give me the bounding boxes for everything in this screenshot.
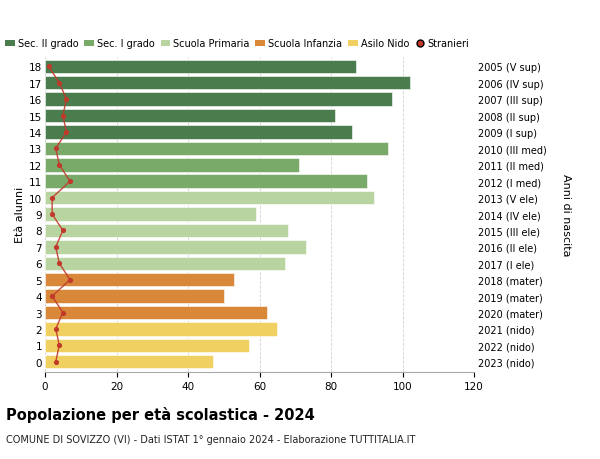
Bar bbox=[45, 339, 249, 353]
Point bbox=[47, 293, 57, 300]
Point bbox=[55, 260, 64, 268]
Bar bbox=[45, 93, 392, 106]
Point bbox=[58, 227, 68, 235]
Bar bbox=[45, 323, 277, 336]
Point bbox=[65, 276, 75, 284]
Bar bbox=[45, 241, 306, 254]
Bar bbox=[45, 61, 356, 74]
Text: COMUNE DI SOVIZZO (VI) - Dati ISTAT 1° gennaio 2024 - Elaborazione TUTTITALIA.IT: COMUNE DI SOVIZZO (VI) - Dati ISTAT 1° g… bbox=[6, 434, 415, 444]
Text: Popolazione per età scolastica - 2024: Popolazione per età scolastica - 2024 bbox=[6, 406, 315, 422]
Point bbox=[58, 309, 68, 317]
Point bbox=[51, 325, 61, 333]
Bar bbox=[45, 142, 388, 156]
Y-axis label: Anni di nascita: Anni di nascita bbox=[561, 174, 571, 256]
Bar bbox=[45, 77, 410, 90]
Point bbox=[58, 112, 68, 120]
Point bbox=[62, 129, 71, 136]
Bar bbox=[45, 224, 288, 238]
Point bbox=[65, 178, 75, 185]
Bar bbox=[45, 306, 266, 319]
Bar bbox=[45, 191, 374, 205]
Point bbox=[51, 358, 61, 366]
Point bbox=[51, 146, 61, 153]
Bar bbox=[45, 355, 213, 369]
Point bbox=[51, 244, 61, 251]
Y-axis label: Età alunni: Età alunni bbox=[15, 186, 25, 243]
Point bbox=[47, 195, 57, 202]
Bar bbox=[45, 257, 284, 270]
Point bbox=[62, 96, 71, 104]
Bar bbox=[45, 274, 235, 287]
Point bbox=[47, 211, 57, 218]
Bar bbox=[45, 208, 256, 221]
Bar bbox=[45, 126, 352, 140]
Point bbox=[55, 162, 64, 169]
Bar bbox=[45, 175, 367, 189]
Point bbox=[55, 342, 64, 349]
Point bbox=[55, 80, 64, 87]
Point bbox=[44, 63, 53, 71]
Bar bbox=[45, 290, 224, 303]
Legend: Sec. II grado, Sec. I grado, Scuola Primaria, Scuola Infanzia, Asilo Nido, Stran: Sec. II grado, Sec. I grado, Scuola Prim… bbox=[5, 39, 469, 50]
Bar bbox=[45, 159, 299, 172]
Bar bbox=[45, 110, 335, 123]
